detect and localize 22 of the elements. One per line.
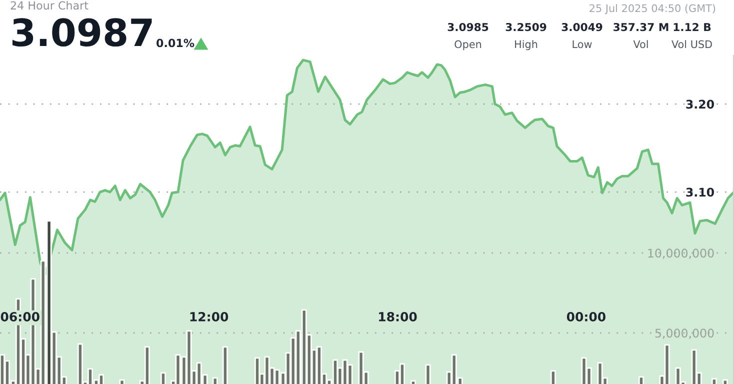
- text: 3.2509: [506, 22, 546, 32]
- text: High: [515, 40, 538, 50]
- y2-tick-label: 10,000,000: [648, 248, 714, 259]
- text: 0.01%: [156, 38, 194, 48]
- text: Open: [454, 40, 482, 50]
- text: Vol: [633, 40, 648, 48]
- x-tick-label: 06:00: [0, 312, 40, 322]
- text: Low: [572, 40, 592, 48]
- x-tick-label: 00:00: [566, 312, 606, 322]
- chart-title: 24 Hour Chart: [10, 1, 88, 10]
- text: 1.12 B: [674, 22, 711, 31]
- y-tick-label: 3.20: [686, 100, 714, 109]
- y2-tick-label: 5,000,000: [655, 328, 714, 339]
- text: 3.0985: [448, 22, 488, 32]
- text: 357.37 M: [614, 22, 668, 32]
- text: Vol USD: [672, 40, 712, 48]
- chart-subtitle: 3.0987: [12, 18, 152, 47]
- y-tick-label: 3.10: [686, 188, 714, 197]
- x-tick-label: 12:00: [190, 312, 228, 322]
- text: 3.0049: [562, 22, 602, 32]
- text: 25 Jul 2025 04:50 (GMT): [590, 4, 716, 14]
- x-tick-label: 18:00: [379, 312, 417, 322]
